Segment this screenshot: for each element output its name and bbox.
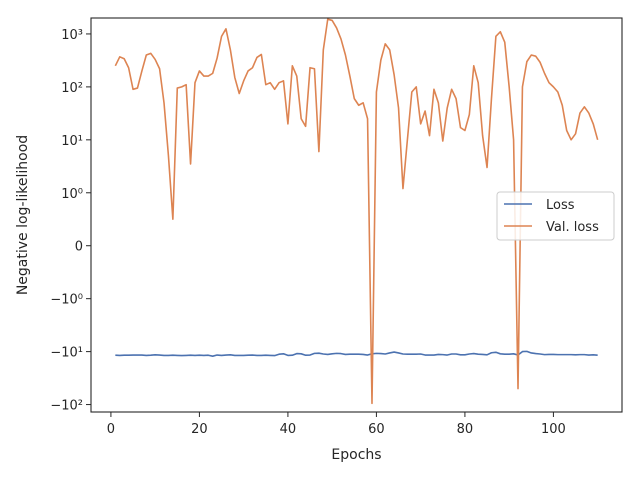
x-tick-label: 60 — [368, 422, 385, 437]
y-tick-label: −10⁰ — [50, 293, 83, 308]
plot-frame — [90, 17, 623, 413]
y-tick-label: 10³ — [61, 28, 83, 43]
axes: 0 20 40 60 80 100 10³ 10² 10¹ 10⁰ 0 −10⁰ −10¹ −10² — [50, 28, 565, 437]
y-tick-label: 10⁰ — [61, 187, 83, 202]
y-tick-label: −10¹ — [50, 346, 83, 361]
legend-label: Loss — [546, 198, 575, 213]
legend: Loss Val. loss — [496, 191, 615, 241]
y-tick-label: 10¹ — [61, 134, 83, 149]
legend-label: Val. loss — [546, 220, 599, 235]
x-axis-label: Epochs — [331, 447, 381, 463]
series-line-val-loss — [114, 18, 599, 405]
series-layer — [114, 18, 599, 405]
x-tick-label: 80 — [457, 422, 474, 437]
y-tick-label: 10² — [61, 81, 83, 96]
x-tick-label: 0 — [107, 422, 115, 437]
x-tick-label: 100 — [541, 422, 566, 437]
y-axis-label: Negative log-likelihood — [15, 135, 31, 295]
x-tick-label: 20 — [191, 422, 208, 437]
y-tick-label: −10² — [50, 399, 83, 414]
y-tick-label: 0 — [75, 240, 83, 255]
x-tick-label: 40 — [280, 422, 297, 437]
